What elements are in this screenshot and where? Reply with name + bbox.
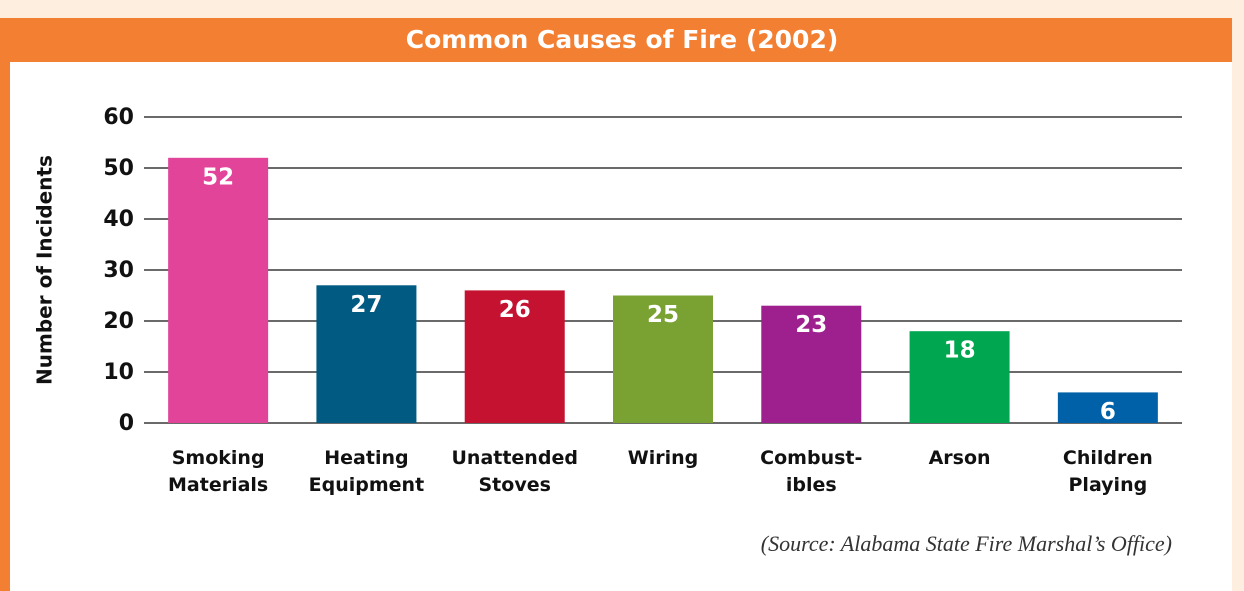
x-tick-label: Smoking Materials <box>168 447 268 496</box>
value-label: 18 <box>944 338 976 364</box>
y-tick-label: 60 <box>103 105 134 130</box>
x-tick-label-line: Stoves <box>479 474 551 496</box>
bar <box>168 157 269 424</box>
x-tick-label: Combust-ibles <box>760 447 862 496</box>
y-tick-label: 10 <box>103 360 134 385</box>
x-tick-label-line: Playing <box>1069 474 1148 496</box>
x-tick-label-line: Combust- <box>760 447 862 469</box>
bar <box>1057 392 1158 423</box>
source-note: (Source: Alabama State Fire Marshal’s Of… <box>761 531 1172 556</box>
value-label: 25 <box>647 302 679 328</box>
bar <box>464 290 565 423</box>
bar <box>613 295 713 423</box>
y-tick-label: 20 <box>103 309 134 334</box>
value-label: 6 <box>1100 399 1116 425</box>
x-tick-label-line: Equipment <box>309 474 425 496</box>
value-label: 27 <box>350 292 382 318</box>
x-tick-label-line: ibles <box>786 474 837 496</box>
bar <box>316 285 417 423</box>
x-tick-label-line: Heating <box>324 447 408 469</box>
y-tick-label: 30 <box>103 258 134 283</box>
value-label: 23 <box>795 312 827 338</box>
x-tick-label: Arson <box>929 447 991 469</box>
y-tick-label: 40 <box>103 207 134 232</box>
x-tick-label: Wiring <box>628 447 698 469</box>
y-tick-label: 50 <box>103 156 134 181</box>
x-tick-label-line: Arson <box>929 447 991 469</box>
chart-title: Common Causes of Fire (2002) <box>406 25 839 54</box>
y-axis-label: Number of Incidents <box>33 155 57 385</box>
x-tick-label-line: Materials <box>168 474 268 496</box>
x-tick-label-line: Unattended <box>451 447 577 469</box>
title-band <box>0 18 1232 62</box>
x-tick-label-line: Smoking <box>172 447 265 469</box>
bar <box>909 331 1010 423</box>
value-label: 26 <box>499 297 531 323</box>
value-label: 52 <box>202 164 234 190</box>
y-tick-label: 0 <box>119 411 134 436</box>
x-tick-label: Heating Equipment <box>309 447 425 496</box>
bar <box>761 305 862 423</box>
x-tick-label: Unattended Stoves <box>451 447 577 496</box>
x-tick-label-line: Children <box>1063 447 1153 469</box>
x-tick-label: Children Playing <box>1063 447 1153 496</box>
x-tick-label-line: Wiring <box>628 447 698 469</box>
left-border <box>0 62 10 591</box>
